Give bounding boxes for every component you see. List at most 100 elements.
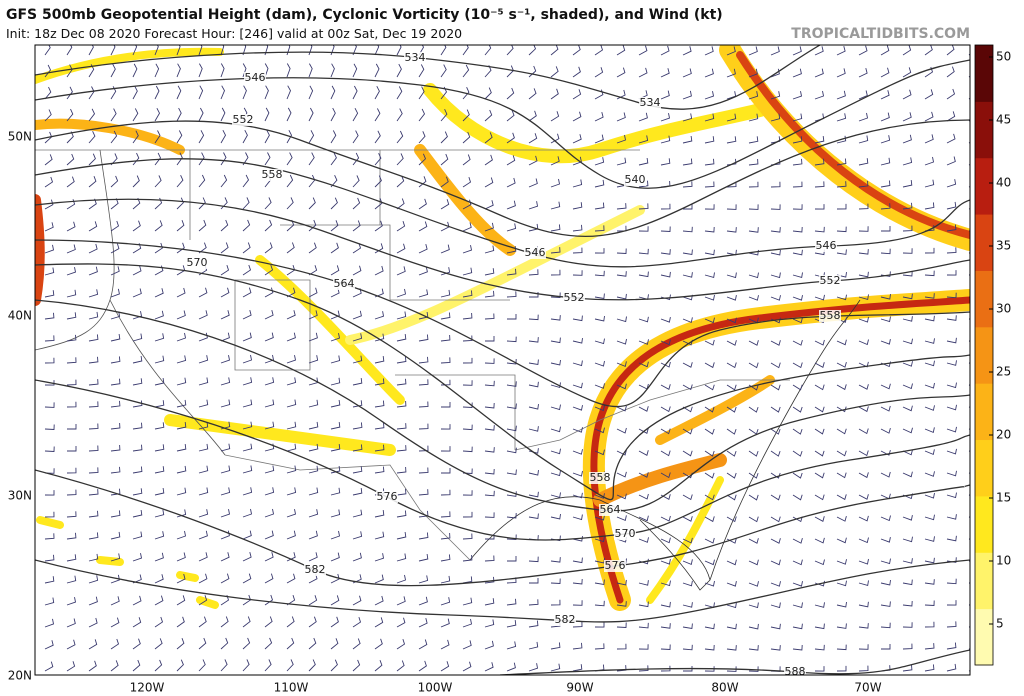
wind-barb — [440, 131, 448, 144]
wind-barb — [902, 45, 912, 56]
wind-barb — [198, 465, 209, 474]
wind-barb — [88, 423, 99, 430]
wind-barb — [154, 466, 165, 474]
wind-barb — [484, 245, 495, 254]
wind-barb — [550, 224, 561, 232]
wind-barb — [594, 45, 604, 56]
wind-barb — [550, 292, 561, 298]
wind-barb — [242, 219, 251, 232]
wind-barb — [220, 85, 226, 100]
wind-barb — [264, 242, 273, 254]
wind-barb — [264, 508, 275, 518]
wind-barb — [154, 487, 165, 496]
wind-barb — [902, 643, 913, 650]
wind-barb — [594, 643, 605, 650]
wind-barb — [198, 637, 207, 650]
wind-barb — [374, 466, 385, 474]
wind-barb — [418, 532, 429, 540]
wind-barb — [748, 204, 759, 210]
wind-barb — [220, 530, 230, 540]
wind-barb — [484, 222, 494, 232]
wind-barb — [748, 559, 759, 566]
wind-barb — [88, 266, 98, 276]
wind-barb — [132, 355, 143, 364]
wind-barb — [506, 200, 516, 210]
wind-barb — [440, 639, 450, 650]
wind-barb — [704, 644, 715, 651]
wind-barb — [792, 204, 803, 210]
wind-barb — [286, 129, 293, 144]
wind-barb — [110, 510, 121, 518]
wind-barb — [748, 227, 759, 233]
wind-barb — [683, 204, 693, 210]
wind-barb — [638, 203, 649, 210]
wind-barb — [264, 659, 272, 672]
colorbar-band — [975, 326, 993, 384]
contour-label-bg — [599, 504, 621, 516]
wind-barb — [550, 557, 561, 563]
wind-barb — [330, 152, 337, 166]
wind-barb — [946, 337, 957, 344]
wind-barb — [44, 446, 55, 452]
wind-barb — [286, 421, 297, 430]
wind-barb — [374, 660, 383, 672]
wind-barb — [67, 424, 77, 430]
wind-barb — [616, 134, 627, 144]
wind-barb — [814, 68, 824, 78]
contour-label-bg — [304, 564, 326, 576]
wind-barb — [132, 466, 143, 474]
wind-barb — [198, 45, 203, 56]
wind-barb — [682, 644, 693, 651]
wind-barb — [286, 465, 297, 474]
wind-barb — [110, 553, 121, 562]
wind-barb — [946, 247, 957, 254]
wind-barb — [616, 449, 627, 456]
wind-barb — [836, 203, 847, 210]
wind-barb — [572, 111, 582, 122]
wind-barb — [396, 531, 407, 540]
wind-barb — [462, 533, 473, 540]
wind-barb — [616, 579, 627, 586]
wind-barb — [880, 180, 891, 188]
wind-barb — [396, 553, 407, 562]
wind-barb — [88, 575, 99, 584]
wind-barb — [264, 219, 273, 232]
wind-barb — [726, 384, 737, 391]
contour-label: 564 — [600, 503, 621, 516]
wind-barb — [176, 487, 187, 496]
wind-barb — [198, 487, 209, 496]
wind-barb — [638, 406, 649, 412]
wind-barb — [441, 402, 451, 408]
wind-barb — [286, 443, 297, 452]
axis-labels: 50N 40N 30N 20N 120W 110W 100W 90W 80W 70W — [8, 130, 882, 695]
contour-label-bg — [404, 52, 426, 64]
wind-barb — [946, 201, 957, 210]
wind-barb — [550, 578, 561, 584]
wind-barb — [616, 515, 627, 522]
wind-barb — [660, 580, 671, 587]
wind-barb — [44, 640, 54, 650]
wind-barb — [264, 530, 274, 540]
wind-barb — [528, 599, 539, 606]
contour-label-bg — [563, 292, 585, 304]
wind-barb — [836, 601, 847, 608]
wind-barb — [858, 226, 869, 232]
wind-barb — [484, 45, 492, 56]
wind-barb — [836, 294, 847, 301]
contour-label: 564 — [334, 277, 355, 290]
wind-barb — [462, 45, 469, 56]
colorbar-band — [975, 608, 993, 666]
wind-barb — [198, 152, 205, 166]
wind-barb — [572, 89, 582, 100]
wind-barb — [44, 661, 54, 672]
wind-barb — [858, 450, 869, 457]
contour-label-bg — [524, 247, 546, 259]
wind-barb — [902, 664, 913, 672]
wind-barb — [462, 109, 470, 122]
wind-barb — [44, 290, 55, 298]
wind-barb — [286, 242, 295, 254]
wind-barb — [198, 85, 204, 100]
wind-barb — [110, 422, 121, 430]
wind-barb — [616, 248, 627, 254]
wind-barb — [88, 510, 99, 518]
